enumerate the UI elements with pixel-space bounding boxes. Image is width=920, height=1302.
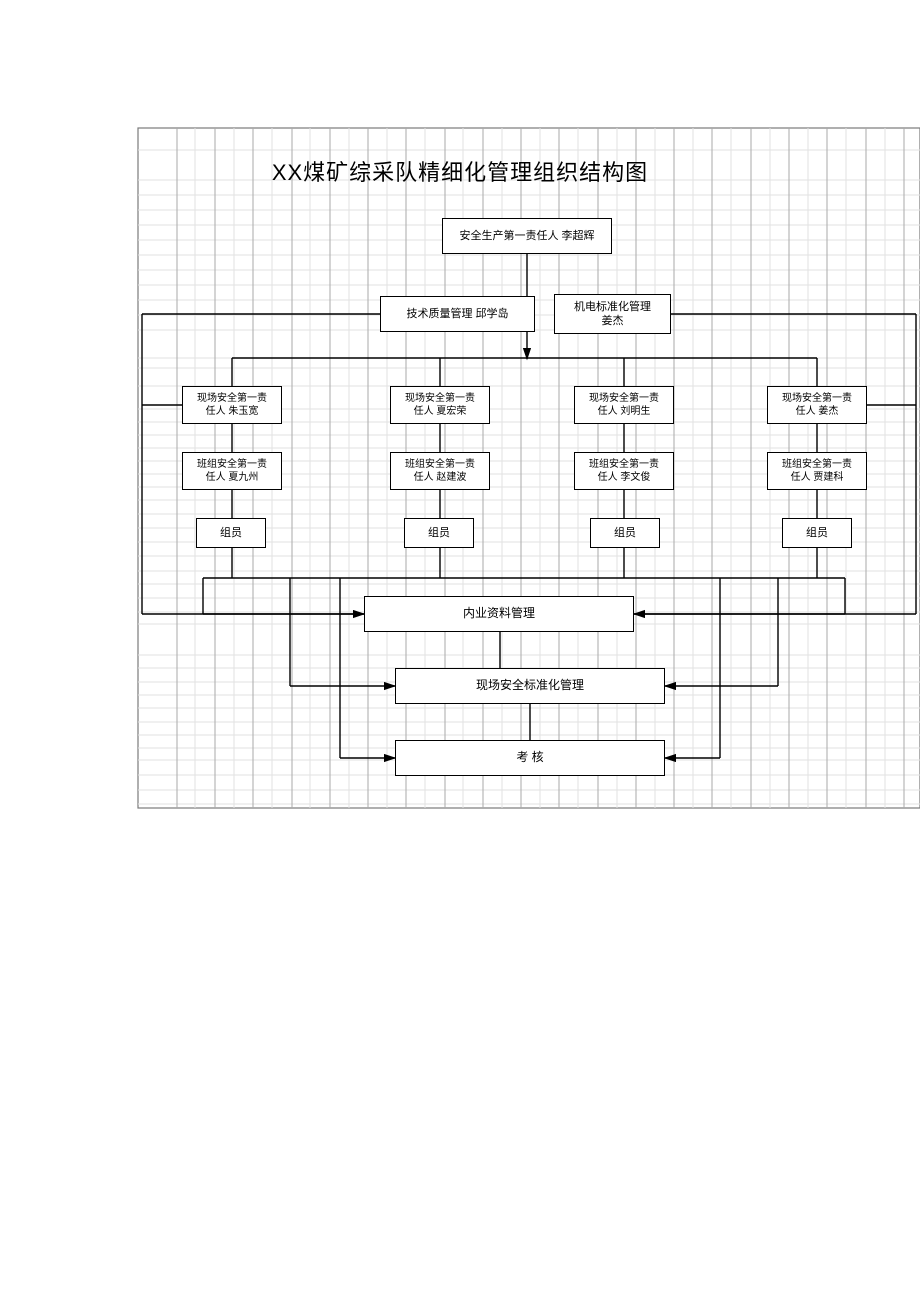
org-node-n_tech: 技术质量管理 邱学岛 — [380, 296, 535, 332]
org-node-team1: 班组安全第一责任人 夏九州 — [182, 452, 282, 490]
org-node-n_top: 安全生产第一责任人 李超辉 — [442, 218, 612, 254]
org-node-doc: 内业资料管理 — [364, 596, 634, 632]
org-node-mem2: 组员 — [404, 518, 474, 548]
org-chart-wrap: XX煤矿综采队精细化管理组织结构图 安全生产第一责任人 李超辉技术质量管理 邱学… — [0, 0, 920, 1302]
org-node-std: 现场安全标准化管理 — [395, 668, 665, 704]
org-node-mem1: 组员 — [196, 518, 266, 548]
org-node-site2: 现场安全第一责任人 夏宏荣 — [390, 386, 490, 424]
org-node-team3: 班组安全第一责任人 李文俊 — [574, 452, 674, 490]
org-node-team2: 班组安全第一责任人 赵建波 — [390, 452, 490, 490]
org-node-ass: 考 核 — [395, 740, 665, 776]
connector-layer — [0, 0, 920, 1302]
org-node-site1: 现场安全第一责任人 朱玉宽 — [182, 386, 282, 424]
chart-title: XX煤矿综采队精细化管理组织结构图 — [0, 155, 920, 187]
org-node-n_mech: 机电标准化管理姜杰 — [554, 294, 671, 334]
org-node-mem4: 组员 — [782, 518, 852, 548]
org-node-site3: 现场安全第一责任人 刘明生 — [574, 386, 674, 424]
org-node-site4: 现场安全第一责任人 姜杰 — [767, 386, 867, 424]
org-node-team4: 班组安全第一责任人 贾建科 — [767, 452, 867, 490]
org-node-mem3: 组员 — [590, 518, 660, 548]
